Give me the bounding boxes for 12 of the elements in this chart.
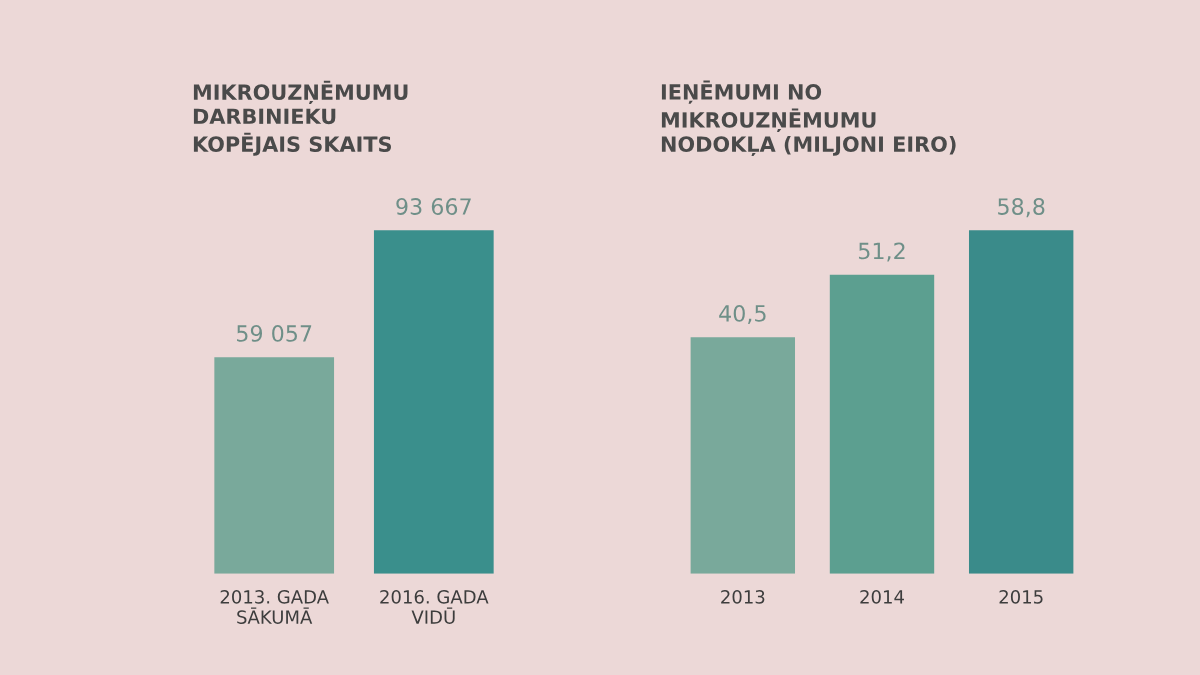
x-tick-label: 2013. GADA SĀKUMĀ — [220, 590, 329, 624]
chart-title: IEŅĒMUMI NO MIKROUZŅĒMUMU NODOKĻA (MILJONI EIRO) — [661, 80, 956, 157]
chart-title: MIKROUZŅĒMUMU DARBINIEKU KOPĒJAIS SKAITS — [193, 80, 408, 156]
x-tick-label: 2015 — [999, 590, 1043, 604]
x-tick-label: 2016. GADA VIDŪ — [380, 590, 489, 624]
data-label: 58,8 — [998, 198, 1045, 218]
data-label: 40,5 — [719, 304, 766, 325]
x-tick-label: 2014 — [860, 590, 904, 604]
data-label: 59 057 — [237, 325, 312, 342]
x-tick-label: 2013 — [721, 590, 765, 604]
data-label: 51,2 — [858, 242, 905, 262]
data-label: 93 667 — [396, 198, 471, 215]
